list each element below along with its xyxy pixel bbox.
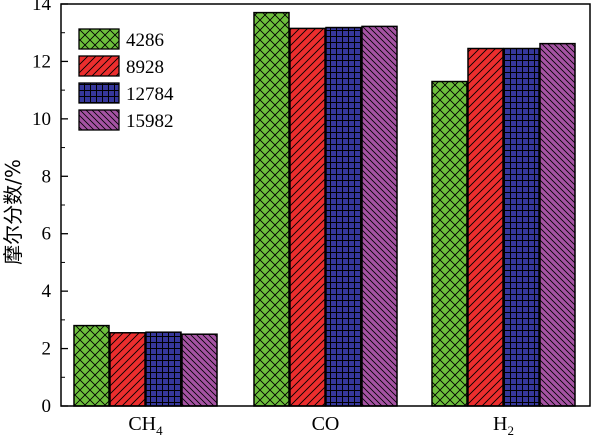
bar-4286-ch4 — [73, 324, 110, 407]
legend-swatch-8928 — [78, 55, 120, 77]
legend-label-8928: 8928 — [126, 57, 164, 78]
bar-15982-co — [361, 25, 398, 407]
y-tick-label: 10 — [32, 109, 51, 130]
legend-swatch-15982 — [78, 109, 120, 131]
legend-swatch-4286 — [78, 28, 120, 50]
bar-12784-co — [325, 26, 362, 407]
bar-15982-h2 — [539, 42, 576, 407]
axes-layer: 0 2 4 6 8 10 12 14 CH4 CO H2 — [32, 0, 591, 436]
bar-4286-h2 — [431, 80, 468, 407]
y-tick-label: 8 — [42, 166, 52, 187]
bar-8928-ch4 — [109, 332, 146, 407]
y-axis-label: 摩尔分数/% — [1, 159, 25, 265]
bars-layer — [73, 11, 576, 407]
bar-8928-co — [289, 27, 326, 407]
x-tick-label-h2: H2 — [493, 413, 514, 436]
bar-12784-ch4 — [145, 331, 182, 407]
bar-4286-co — [253, 11, 290, 407]
bar-12784-h2 — [503, 47, 540, 407]
y-tick-label: 14 — [32, 0, 52, 15]
x-tick-label-co: CO — [312, 413, 340, 435]
legend-label-15982: 15982 — [126, 111, 174, 132]
y-tick-label: 6 — [42, 224, 52, 245]
bar-8928-h2 — [467, 47, 504, 407]
legend-swatch-12784 — [78, 82, 120, 104]
y-tick-label: 0 — [42, 396, 52, 417]
legend: 4286 8928 12784 15982 — [78, 28, 174, 132]
y-tick-label: 12 — [32, 51, 51, 72]
y-tick-label: 4 — [42, 281, 52, 302]
x-tick-label-ch4: CH4 — [128, 413, 163, 436]
legend-label-4286: 4286 — [126, 30, 164, 51]
legend-label-12784: 12784 — [126, 84, 174, 105]
y-tick-label: 2 — [42, 339, 52, 360]
bar-15982-ch4 — [181, 333, 218, 407]
